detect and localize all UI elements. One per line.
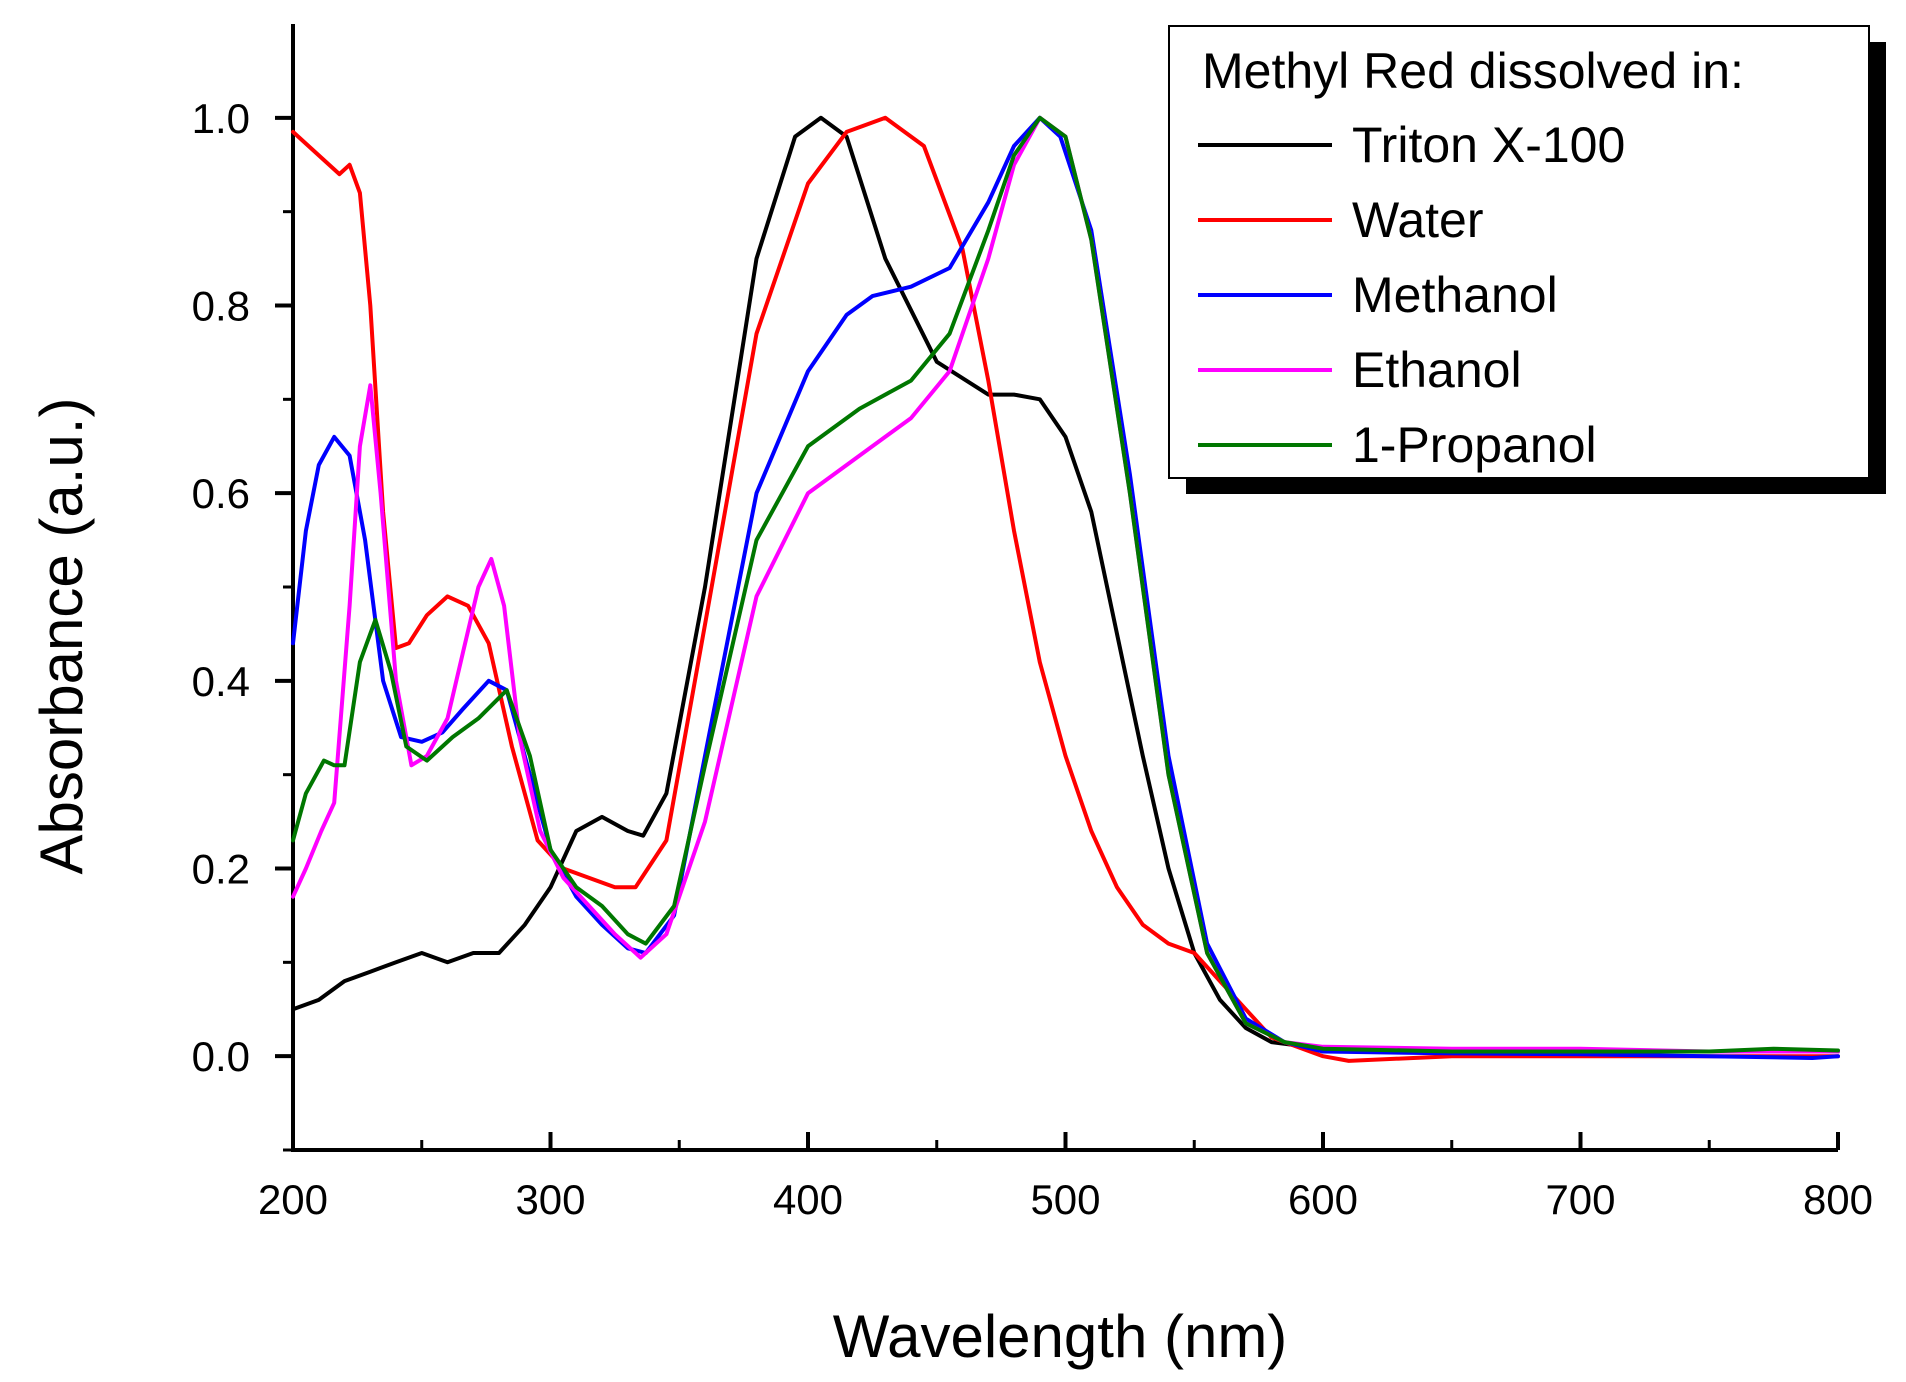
- legend-label-methanol: Methanol: [1352, 267, 1558, 323]
- legend-label-ethanol: Ethanol: [1352, 342, 1522, 398]
- y-tick-label: 0.8: [192, 283, 250, 330]
- series-line-triton-x-100: [291, 115, 1840, 1054]
- legend-box: [1168, 25, 1870, 479]
- series-line-1-propanol: [291, 115, 1840, 1054]
- y-tick-label: 0.6: [192, 470, 250, 517]
- legend-entries: Triton X-100 Water Methanol Ethanol 1-Propan…: [1198, 117, 1625, 473]
- legend-label-triton-x-100: Triton X-100: [1352, 117, 1625, 173]
- series-lines: [291, 115, 1840, 1063]
- x-axis-title: Wavelength (nm): [833, 1303, 1288, 1370]
- x-tick-label: 800: [1803, 1176, 1873, 1223]
- series-line-methanol: [291, 115, 1840, 1060]
- x-tick-label: 400: [773, 1176, 843, 1223]
- y-tick-label: 0.2: [192, 846, 250, 893]
- y-tick-label: 0.0: [192, 1033, 250, 1080]
- legend-label-1-propanol: 1-Propanol: [1352, 417, 1597, 473]
- y-axis-title: Absorbance (a.u.): [28, 398, 95, 875]
- axis-tick-labels: 200 300 400 500 600 700 800 0.0 0.2 0.4 0.6 0.8 1.0: [192, 95, 1873, 1223]
- legend-label-water: Water: [1352, 192, 1484, 248]
- y-tick-label: 1.0: [192, 95, 250, 142]
- y-tick-label: 0.4: [192, 658, 250, 705]
- x-tick-label: 300: [515, 1176, 585, 1223]
- axis-ticks: [275, 115, 1840, 1152]
- legend-title: Methyl Red dissolved in:: [1202, 43, 1744, 99]
- x-tick-label: 600: [1288, 1176, 1358, 1223]
- x-tick-label: 700: [1545, 1176, 1615, 1223]
- x-tick-label: 200: [258, 1176, 328, 1223]
- legend: Methyl Red dissolved in: Triton X-100 Wat…: [1168, 25, 1886, 494]
- x-tick-label: 500: [1030, 1176, 1100, 1223]
